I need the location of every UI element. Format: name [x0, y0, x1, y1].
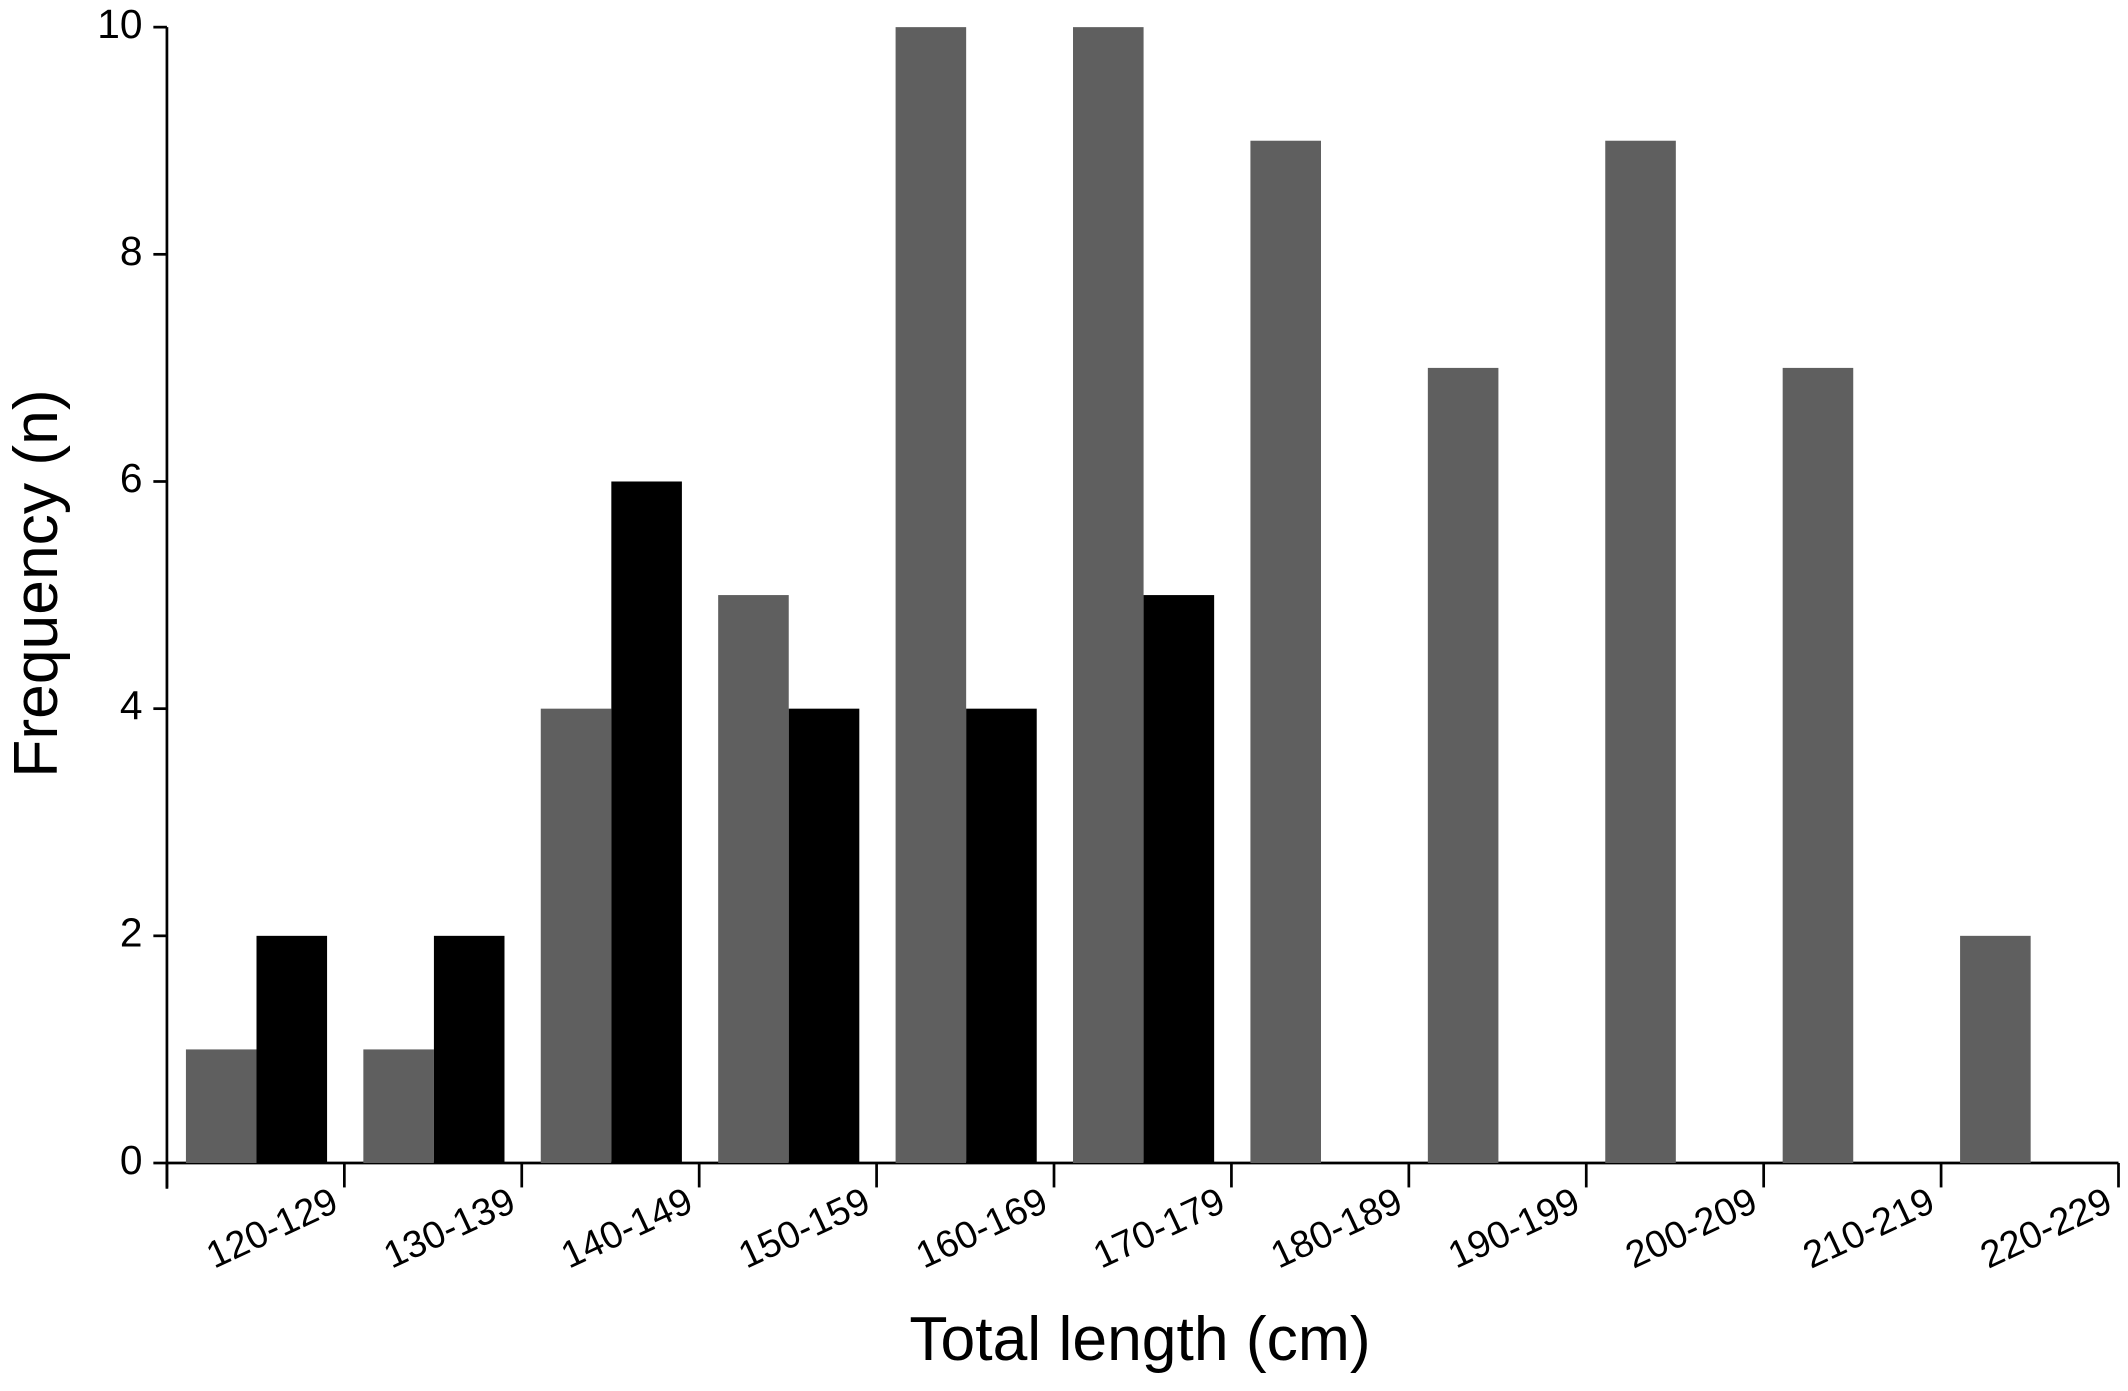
x-tick-label: 150-159	[732, 1180, 876, 1277]
x-tick-label: 170-179	[1087, 1180, 1231, 1277]
bar	[788, 708, 860, 1164]
x-tick-label: 130-139	[378, 1180, 522, 1277]
x-axis-label: Total length (cm)	[909, 1304, 1370, 1374]
x-tick-label: 200-209	[1619, 1180, 1763, 1277]
y-tick-label: 0	[120, 1137, 143, 1183]
bar	[433, 935, 505, 1164]
x-tick-label: 220-229	[1974, 1180, 2118, 1277]
bar	[1073, 27, 1144, 1164]
bar	[363, 1049, 434, 1164]
x-tick-label: 190-199	[1442, 1180, 1586, 1277]
x-tick-label: 160-169	[910, 1180, 1054, 1277]
bar	[256, 935, 328, 1164]
x-tick-label: 120-129	[200, 1180, 344, 1277]
x-tick-label: 140-149	[555, 1180, 699, 1277]
bar	[718, 595, 789, 1164]
bar	[895, 27, 967, 1164]
y-axis-label: Frequency (n)	[1, 389, 71, 777]
y-tick-label: 10	[97, 1, 142, 47]
bar	[611, 481, 682, 1164]
bar	[1960, 935, 2031, 1164]
x-tick-label: 180-189	[1265, 1180, 1409, 1277]
bar	[1250, 140, 1321, 1164]
bar	[185, 1049, 257, 1164]
bar	[966, 708, 1037, 1164]
y-tick-label: 6	[120, 455, 143, 501]
y-tick-label: 2	[120, 910, 143, 956]
bar	[1143, 595, 1215, 1164]
y-tick-label: 4	[120, 682, 143, 728]
x-tick-label: 210-219	[1797, 1180, 1941, 1277]
bar	[1782, 367, 1854, 1164]
bar	[1427, 367, 1499, 1164]
bar	[1605, 140, 1676, 1164]
y-tick-label: 8	[120, 228, 143, 274]
bar	[540, 708, 612, 1164]
